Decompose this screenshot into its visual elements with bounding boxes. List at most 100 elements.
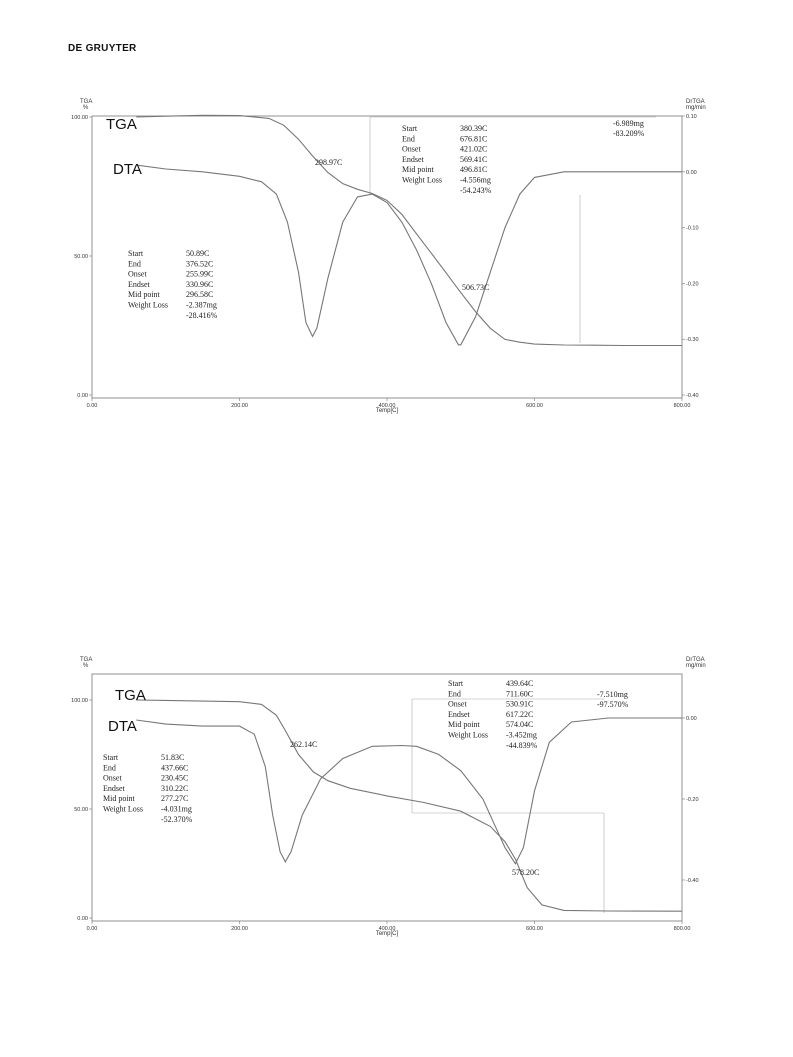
x-axis-title: Temp[C] (376, 931, 399, 937)
step2-key: Weight Loss (448, 731, 488, 740)
step2-value: 421.02C (460, 145, 487, 154)
step1-key: Endset (103, 784, 126, 793)
y-left-tick-label: 50.00 (74, 254, 88, 260)
step2-key: Start (402, 124, 418, 133)
step2-value: -3.452mg (506, 731, 537, 740)
step1-key: End (103, 763, 116, 772)
step1-key: Onset (103, 774, 122, 783)
total-loss: -6.989mg (613, 119, 644, 128)
total-loss: -97.570% (597, 700, 629, 709)
peak-label: 262.14C (290, 740, 317, 749)
step1-value: 255.99C (186, 270, 213, 279)
step1-value: 376.52C (186, 259, 213, 268)
step2-key: Endset (402, 155, 425, 164)
y-right-tick-label: -0.40 (686, 393, 699, 399)
x-tick-label: 800.00 (674, 926, 691, 932)
peak-label: 298.97C (315, 158, 342, 167)
step2-value: 569.41C (460, 155, 487, 164)
step2-key: Onset (448, 700, 467, 709)
dta-label: DTA (113, 161, 142, 178)
y-right-tick-label: -0.10 (686, 226, 699, 232)
step1-key: Start (128, 249, 144, 258)
step1-key: Mid point (103, 794, 136, 803)
step1-value: -4.031mg (161, 805, 192, 814)
step1-value: -2.387mg (186, 301, 217, 310)
step1-key: Mid point (128, 290, 161, 299)
x-tick-label: 0.00 (87, 403, 98, 409)
dta-curve (136, 717, 682, 865)
step2-value: 439.64C (506, 679, 533, 688)
dta-label: DTA (108, 718, 137, 735)
x-tick-label: 0.00 (87, 926, 98, 932)
y-left-unit: % (83, 105, 89, 111)
y-left-tick-label: 100.00 (71, 698, 88, 704)
step2-key: Mid point (402, 165, 435, 174)
step2-value: -54.243% (460, 186, 492, 195)
y-right-tick-label: -0.20 (686, 281, 699, 287)
tga-label: TGA (106, 116, 137, 133)
step2-key: Endset (448, 710, 471, 719)
y-left-tick-label: 0.00 (77, 916, 88, 922)
step1-value: 51.83C (161, 753, 184, 762)
step1-value: 50.89C (186, 249, 209, 258)
step2-value: -44.839% (506, 741, 538, 750)
step2-value: -4.556mg (460, 176, 491, 185)
dta-curve (136, 164, 682, 346)
step2-value: 530.91C (506, 700, 533, 709)
x-tick-label: 600.00 (526, 926, 543, 932)
step2-key: Mid point (448, 720, 481, 729)
step1-value: -52.370% (161, 815, 193, 824)
step1-key: Weight Loss (103, 805, 143, 814)
y-right-title: DrTGA (686, 657, 705, 663)
x-tick-label: 400.00 (379, 926, 396, 932)
step1-key: Onset (128, 270, 147, 279)
x-tick-label: 200.00 (231, 926, 248, 932)
step2-value: 496.81C (460, 165, 487, 174)
step2-value: 676.81C (460, 134, 487, 143)
peak-label: 506.73C (462, 283, 489, 292)
tga-label: TGA (115, 687, 146, 704)
step1-value: 330.96C (186, 280, 213, 289)
step2-value: 711.60C (506, 689, 533, 698)
step1-value: 296.58C (186, 290, 213, 299)
step2-key: End (448, 689, 461, 698)
step1-value: 437.66C (161, 763, 188, 772)
step1-key: Endset (128, 280, 151, 289)
tga-curve (136, 699, 683, 912)
step1-value: -28.416% (186, 311, 218, 320)
publisher-logo: DE GRUYTER (68, 43, 137, 54)
x-tick-label: 600.00 (526, 403, 543, 409)
step1-value: 277.27C (161, 794, 188, 803)
y-left-title: TGA (80, 99, 92, 105)
step1-key: Weight Loss (128, 301, 168, 310)
plot-frame (91, 115, 683, 399)
step1-key: End (128, 259, 141, 268)
step2-value: 574.04C (506, 720, 533, 729)
step2-key: Onset (402, 145, 421, 154)
x-tick-label: 200.00 (231, 403, 248, 409)
y-right-tick-label: 0.10 (686, 114, 697, 120)
y-right-title: DrTGA (686, 99, 705, 105)
y-left-unit: % (83, 663, 89, 669)
total-loss: -7.510mg (597, 690, 628, 699)
step2-key: Weight Loss (402, 176, 442, 185)
y-left-title: TGA (80, 657, 92, 663)
y-right-unit: mg/min (686, 105, 706, 111)
tga-curve (136, 114, 682, 347)
step1-key: Start (103, 753, 119, 762)
y-right-tick-label: -0.20 (686, 797, 699, 803)
peak-label: 578.20C (512, 868, 539, 877)
x-tick-label: 800.00 (674, 403, 691, 409)
y-right-tick-label: 0.00 (686, 716, 697, 722)
y-right-unit: mg/min (686, 663, 706, 669)
step1-value: 230.45C (161, 774, 188, 783)
y-right-tick-label: -0.40 (686, 878, 699, 884)
y-right-tick-label: 0.00 (686, 170, 697, 176)
x-tick-label: 400.00 (379, 403, 396, 409)
y-left-tick-label: 50.00 (74, 807, 88, 813)
y-left-tick-label: 0.00 (77, 393, 88, 399)
y-left-tick-label: 100.00 (71, 115, 88, 121)
step1-value: 310.22C (161, 784, 188, 793)
